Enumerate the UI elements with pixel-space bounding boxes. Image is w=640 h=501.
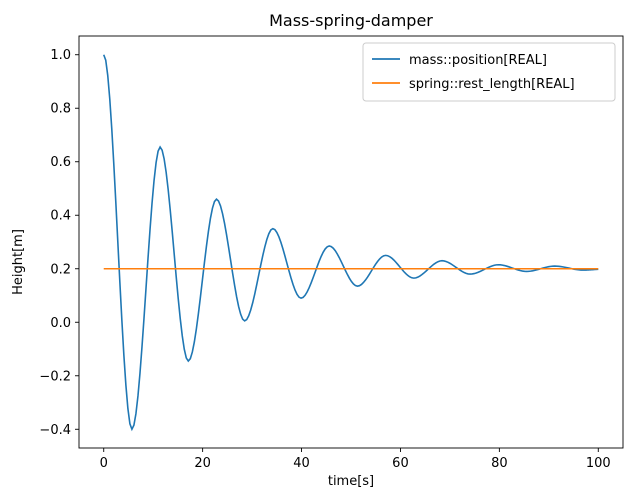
legend-label-2: spring::rest_length[REAL]: [409, 77, 575, 92]
y-tick-label: −0.4: [39, 423, 71, 438]
y-tick-label: 1.0: [50, 48, 71, 63]
plot-area: [102, 54, 599, 432]
x-tick-label: 80: [491, 456, 508, 471]
y-axis-label: Height[m]: [11, 229, 26, 295]
y-tick-label: 0.4: [50, 209, 71, 224]
x-tick-label: 100: [586, 456, 611, 471]
axes-frame: [78, 35, 624, 449]
legend: mass::position[REAL]spring::rest_length[…: [362, 42, 616, 102]
x-axis-label: time[s]: [328, 474, 374, 489]
y-tick-label: 0.6: [50, 155, 71, 170]
legend-label-1: mass::position[REAL]: [409, 53, 547, 68]
axes: 0 20 40 60 80 100 −0.4 −0.2 0.0 0.2 0.4 0.6 0.8 1.0: [39, 35, 624, 471]
y-tick-label: 0.2: [50, 262, 71, 277]
y-tick-label: −0.2: [39, 369, 71, 384]
x-tick-label: 60: [392, 456, 409, 471]
y-tick-label: 0.0: [50, 316, 71, 331]
x-tick-label: 40: [293, 456, 310, 471]
y-tick-label: 0.8: [50, 102, 71, 117]
x-tick-label: 0: [100, 456, 108, 471]
legend-box: [362, 42, 616, 102]
x-tick-label: 20: [194, 456, 211, 471]
series-line-1: [102, 54, 599, 432]
chart-title: Mass-spring-damper: [269, 11, 433, 30]
